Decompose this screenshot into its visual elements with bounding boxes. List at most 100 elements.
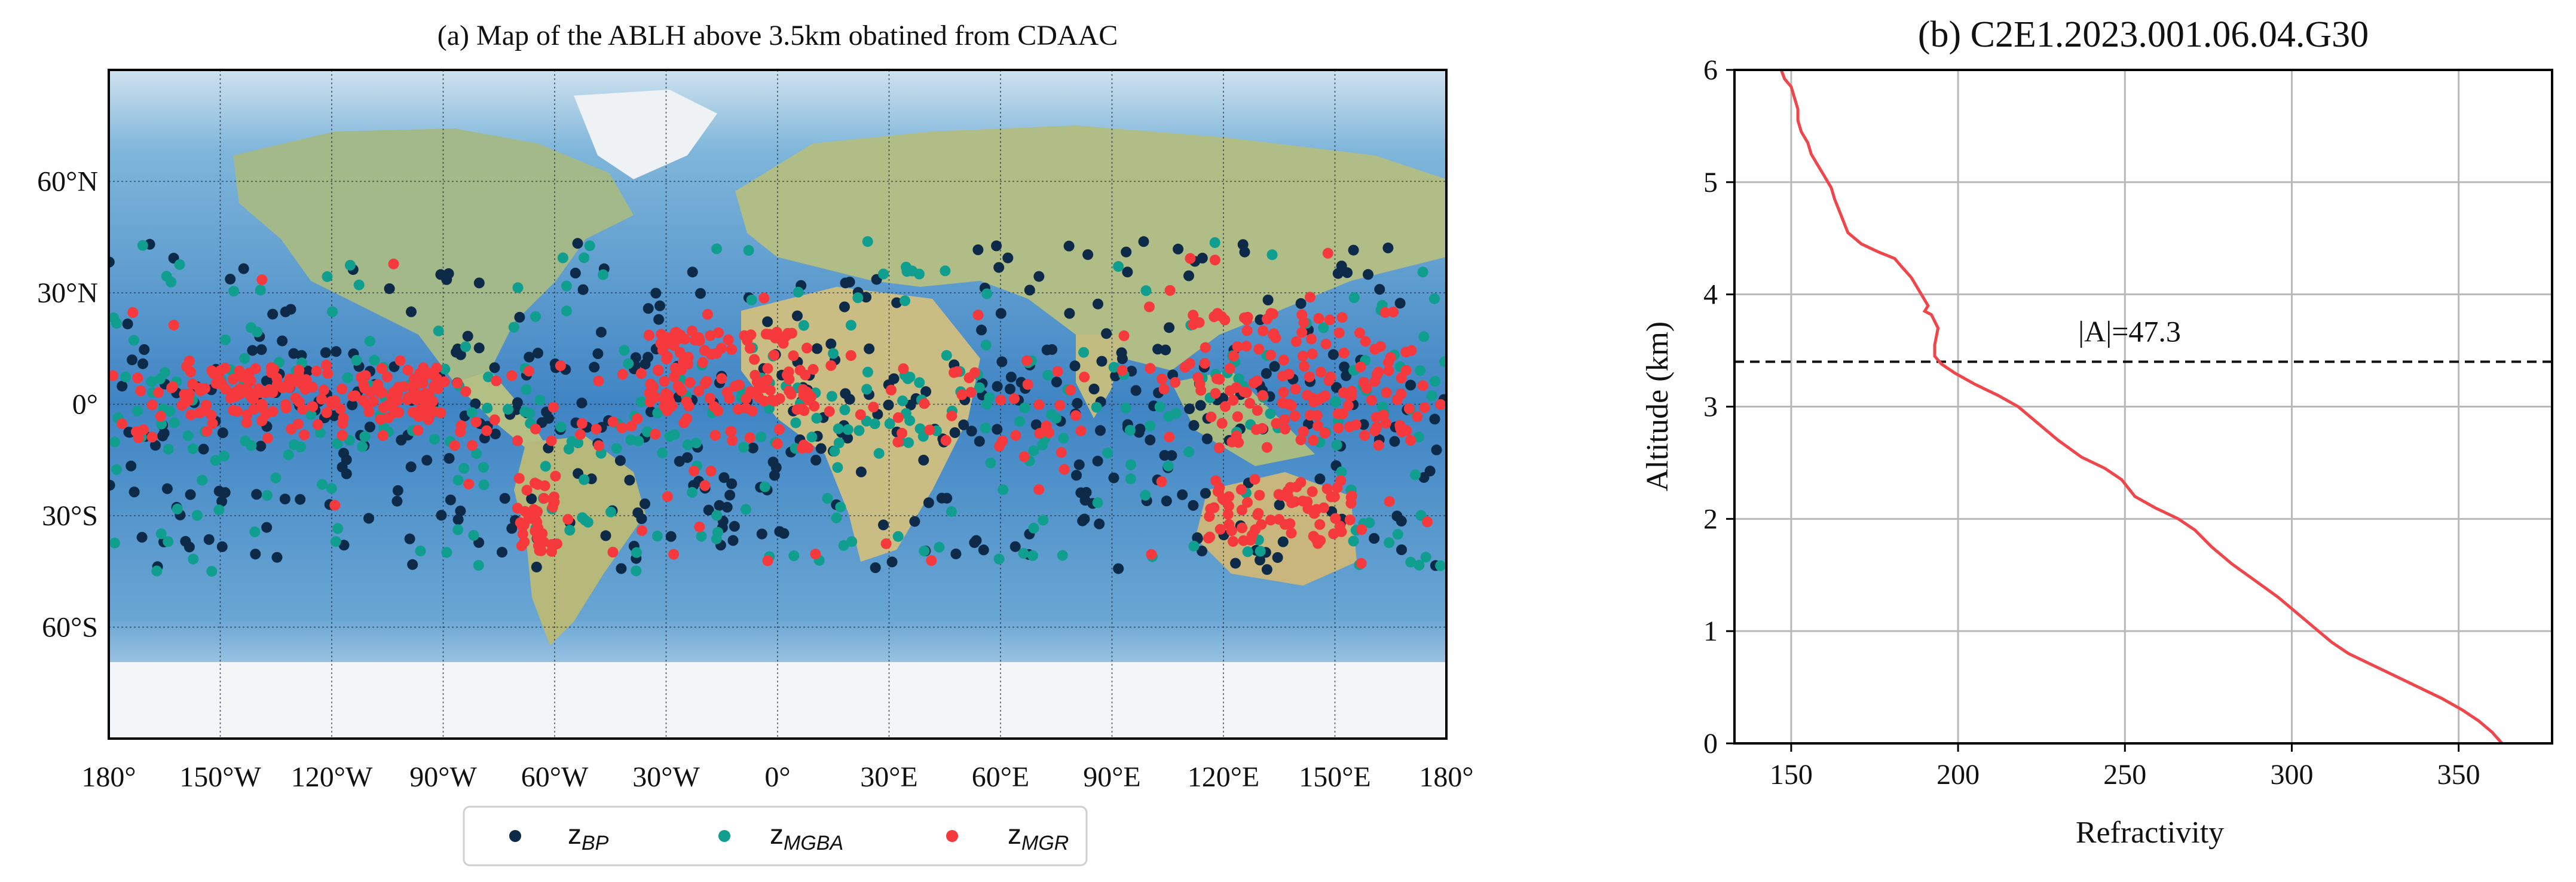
point-z-bp bbox=[256, 344, 267, 356]
point-z-mgr bbox=[705, 330, 716, 341]
point-z-mgr bbox=[262, 433, 273, 444]
point-z-mgba bbox=[326, 483, 337, 494]
legend-label-z-mgba-sub: MGBA bbox=[784, 832, 843, 855]
point-z-mgr bbox=[329, 395, 341, 406]
point-z-mgr bbox=[206, 409, 217, 421]
point-z-mgr bbox=[550, 470, 561, 482]
point-z-mgr bbox=[773, 424, 785, 435]
point-z-bp bbox=[861, 292, 872, 303]
point-z-mgr bbox=[1355, 362, 1366, 372]
panel-b-title: (b) C2E1.2023.001.06.04.G30 bbox=[1918, 14, 2369, 55]
point-z-mgba bbox=[652, 408, 663, 418]
point-z-mgr bbox=[201, 399, 212, 411]
point-z-bp bbox=[729, 520, 740, 532]
point-z-mgba bbox=[1120, 402, 1131, 414]
point-z-bp bbox=[384, 283, 395, 295]
point-z-mgr bbox=[1326, 491, 1337, 503]
point-z-bp bbox=[883, 399, 894, 411]
point-z-mgr bbox=[684, 377, 696, 388]
point-z-mgr bbox=[146, 431, 158, 443]
point-z-bp bbox=[216, 541, 228, 552]
point-z-bp bbox=[347, 399, 358, 411]
point-z-mgr bbox=[725, 425, 736, 437]
point-z-mgr bbox=[530, 423, 541, 434]
point-z-mgba bbox=[332, 523, 344, 534]
point-z-mgr bbox=[741, 402, 752, 414]
point-z-mgba bbox=[981, 288, 993, 299]
point-z-mgba bbox=[833, 423, 844, 434]
line-y-tick-label: 2 bbox=[1703, 503, 1718, 535]
point-z-mgba bbox=[711, 243, 723, 255]
point-z-mgr bbox=[575, 429, 586, 440]
point-z-mgba bbox=[1140, 489, 1151, 501]
point-z-mgr bbox=[1223, 519, 1235, 530]
point-z-bp bbox=[1092, 455, 1103, 467]
point-z-bp bbox=[1093, 298, 1103, 310]
point-z-mgba bbox=[636, 396, 647, 408]
point-z-bp bbox=[724, 489, 736, 501]
point-z-mgba bbox=[378, 422, 389, 433]
point-z-mgr bbox=[963, 372, 975, 384]
point-z-mgr bbox=[650, 428, 661, 440]
point-z-mgba bbox=[521, 384, 532, 395]
map-x-tick-label: 30°E bbox=[860, 761, 918, 793]
point-z-mgba bbox=[1092, 497, 1103, 509]
point-z-mgba bbox=[1027, 550, 1038, 561]
point-z-mgr bbox=[256, 274, 268, 286]
point-z-mgba bbox=[369, 354, 380, 366]
point-z-bp bbox=[992, 381, 1003, 392]
point-z-mgba bbox=[1405, 556, 1417, 568]
point-z-mgr bbox=[1209, 255, 1220, 266]
point-z-bp bbox=[721, 501, 733, 513]
point-z-bp bbox=[643, 303, 654, 314]
point-z-mgr bbox=[1144, 301, 1155, 313]
point-z-bp bbox=[941, 492, 953, 504]
map-x-tick-label: 30°W bbox=[632, 761, 700, 793]
point-z-mgba bbox=[832, 462, 843, 473]
point-z-mgr bbox=[293, 369, 304, 380]
point-z-bp bbox=[1262, 295, 1274, 305]
point-z-bp bbox=[436, 510, 447, 521]
point-z-mgba bbox=[364, 336, 375, 347]
point-z-mgba bbox=[798, 320, 809, 331]
point-z-mgba bbox=[941, 350, 952, 361]
point-z-bp bbox=[1064, 308, 1075, 319]
point-z-mgba bbox=[188, 553, 199, 565]
line-x-axis-label: Refractivity bbox=[2076, 816, 2224, 850]
point-z-mgr bbox=[1337, 408, 1348, 419]
point-z-mgr bbox=[1280, 424, 1291, 434]
point-z-mgr bbox=[241, 387, 253, 398]
point-z-mgba bbox=[1348, 535, 1359, 547]
point-z-bp bbox=[614, 455, 626, 466]
point-z-mgba bbox=[270, 472, 282, 483]
point-z-mgr bbox=[723, 334, 734, 345]
point-z-bp bbox=[238, 263, 249, 274]
point-z-bp bbox=[255, 440, 267, 452]
point-z-mgr bbox=[716, 373, 727, 384]
point-z-mgba bbox=[351, 355, 362, 366]
point-z-mgr bbox=[705, 466, 717, 477]
point-z-mgba bbox=[174, 259, 185, 270]
legend-marker-z-mgr bbox=[946, 830, 958, 842]
point-z-mgba bbox=[508, 321, 519, 333]
point-z-bp bbox=[654, 300, 665, 311]
point-z-mgr bbox=[662, 491, 673, 502]
point-z-bp bbox=[1005, 372, 1017, 382]
point-z-bp bbox=[1195, 400, 1206, 411]
point-z-mgba bbox=[563, 443, 574, 455]
point-z-mgr bbox=[185, 409, 197, 421]
point-z-mgr bbox=[1289, 411, 1301, 422]
point-z-mgr bbox=[845, 350, 856, 361]
point-z-mgr bbox=[1258, 325, 1269, 336]
point-z-bp bbox=[971, 535, 982, 546]
point-z-bp bbox=[840, 388, 851, 399]
legend-marker-z-mgba bbox=[718, 830, 730, 842]
point-z-mgr bbox=[1034, 428, 1045, 439]
point-z-mgr bbox=[435, 408, 446, 418]
point-z-mgr bbox=[1314, 519, 1326, 530]
point-z-mgr bbox=[546, 539, 558, 550]
point-z-mgr bbox=[316, 393, 327, 405]
point-z-mgba bbox=[1145, 420, 1156, 431]
point-z-bp bbox=[1138, 236, 1149, 247]
point-z-mgr bbox=[1157, 373, 1168, 385]
